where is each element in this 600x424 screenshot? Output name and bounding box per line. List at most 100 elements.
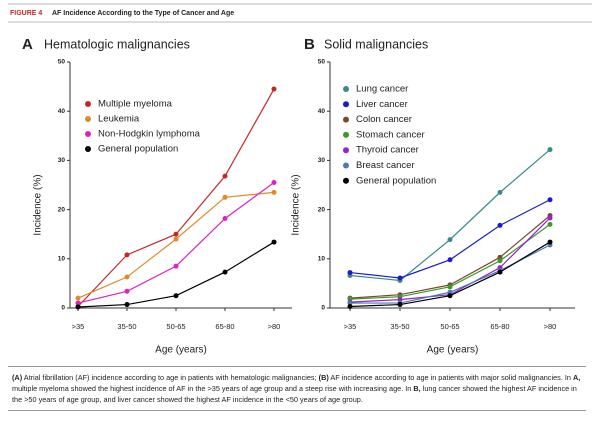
- data-point: [271, 86, 277, 92]
- x-axis-label: Age (years): [427, 345, 479, 356]
- legend-label: Thyroid cancer: [356, 145, 419, 156]
- data-point: [173, 263, 179, 269]
- data-point: [222, 215, 228, 221]
- caption-text: Atrial fibrillation (AF) incidence accor…: [22, 373, 319, 382]
- data-point: [75, 304, 81, 310]
- legend-label: General population: [356, 175, 436, 186]
- legend-marker: [343, 131, 349, 138]
- legend-label: Breast cancer: [356, 160, 415, 171]
- data-point: [547, 239, 553, 245]
- caption-text: lung cancer showed the highest AF incide…: [12, 384, 577, 404]
- data-point: [124, 252, 130, 258]
- x-tick-label: 50-65: [166, 322, 185, 331]
- x-tick-label: >35: [72, 322, 85, 331]
- data-point: [347, 300, 353, 306]
- data-point: [397, 302, 403, 308]
- legend-marker: [343, 162, 349, 169]
- y-tick-label: 40: [318, 108, 326, 115]
- data-point: [397, 297, 403, 303]
- data-point: [547, 221, 553, 227]
- data-point: [497, 254, 503, 260]
- data-point: [397, 275, 403, 281]
- x-tick-label: 65-80: [490, 322, 509, 331]
- panel-letter: A: [22, 36, 33, 53]
- y-tick-label: 50: [318, 59, 326, 66]
- y-axis-label: Incidence (%): [33, 174, 44, 235]
- legend-marker: [343, 101, 349, 108]
- legend-marker: [85, 131, 91, 137]
- caption-text: (A): [12, 373, 23, 382]
- data-point: [173, 231, 179, 237]
- legend-label: Liver cancer: [356, 99, 408, 110]
- legend-marker: [85, 146, 91, 152]
- legend-label: Non-Hodgkin lymphoma: [98, 129, 201, 140]
- caption-text: (B): [318, 373, 329, 382]
- figure-title: AF Incidence According to the Type of Ca…: [52, 10, 234, 17]
- data-point: [173, 236, 179, 242]
- legend-marker: [85, 116, 91, 122]
- y-tick-label: 0: [61, 305, 65, 312]
- x-axis-label: Age (years): [155, 345, 207, 356]
- data-point: [497, 258, 503, 264]
- data-point: [347, 270, 353, 276]
- data-point: [447, 237, 453, 243]
- y-tick-label: 10: [58, 256, 66, 263]
- x-tick-label: >80: [544, 322, 557, 331]
- data-point: [497, 189, 503, 195]
- legend-label: Colon cancer: [356, 114, 412, 125]
- panel-title: Hematologic malignancies: [44, 37, 190, 51]
- caption-text: B,: [413, 384, 421, 393]
- caption: (A) Atrial fibrillation (AF) incidence a…: [8, 366, 586, 411]
- data-point: [75, 295, 81, 301]
- data-point: [447, 284, 453, 290]
- y-tick-label: 0: [321, 305, 325, 312]
- x-tick-label: 65-80: [215, 322, 234, 331]
- legend-label: Stomach cancer: [356, 129, 425, 140]
- data-point: [75, 300, 81, 306]
- data-point: [347, 304, 353, 310]
- data-point: [271, 180, 277, 186]
- y-tick-label: 20: [58, 206, 66, 213]
- x-tick-label: >35: [344, 322, 357, 331]
- legend-marker: [343, 116, 349, 123]
- data-point: [447, 293, 453, 299]
- x-tick-label: >80: [268, 322, 281, 331]
- data-point: [447, 289, 453, 295]
- y-tick-label: 50: [58, 59, 66, 66]
- data-point: [271, 189, 277, 195]
- data-point: [547, 215, 553, 221]
- data-point: [222, 269, 228, 275]
- data-point: [547, 197, 553, 203]
- series-line: [77, 191, 275, 299]
- data-point: [497, 222, 503, 228]
- legend-marker: [343, 177, 349, 184]
- figure-label: FIGURE 4: [10, 10, 42, 17]
- legend-marker: [343, 86, 349, 92]
- legend-label: Multiple myeloma: [98, 99, 173, 110]
- legend-label: General population: [98, 144, 178, 155]
- chart: FIGURE 4 AF Incidence According to the T…: [8, 3, 592, 356]
- data-point: [222, 173, 228, 179]
- y-axis-label: Incidence (%): [291, 174, 302, 235]
- data-point: [497, 269, 503, 275]
- caption-text: AF incidence according to age in patient…: [328, 373, 573, 382]
- data-point: [547, 147, 553, 153]
- legend-marker: [343, 147, 349, 154]
- legend-label: Lung cancer: [356, 84, 408, 95]
- y-tick-label: 40: [58, 108, 66, 115]
- legend-label: Leukemia: [98, 114, 140, 125]
- y-tick-label: 20: [318, 206, 326, 213]
- data-point: [173, 293, 179, 299]
- x-tick-label: 35-50: [117, 322, 136, 331]
- legend-marker: [85, 101, 91, 107]
- x-tick-label: 35-50: [390, 322, 409, 331]
- panel-letter: B: [304, 36, 315, 53]
- panel-title: Solid malignancies: [324, 37, 428, 51]
- caption-text: A,: [572, 373, 581, 382]
- y-tick-label: 30: [58, 157, 66, 164]
- caption-text: multiple myeloma showed the highest inci…: [12, 384, 414, 393]
- x-tick-label: 50-65: [440, 322, 459, 331]
- data-point: [271, 239, 277, 245]
- data-point: [124, 302, 130, 308]
